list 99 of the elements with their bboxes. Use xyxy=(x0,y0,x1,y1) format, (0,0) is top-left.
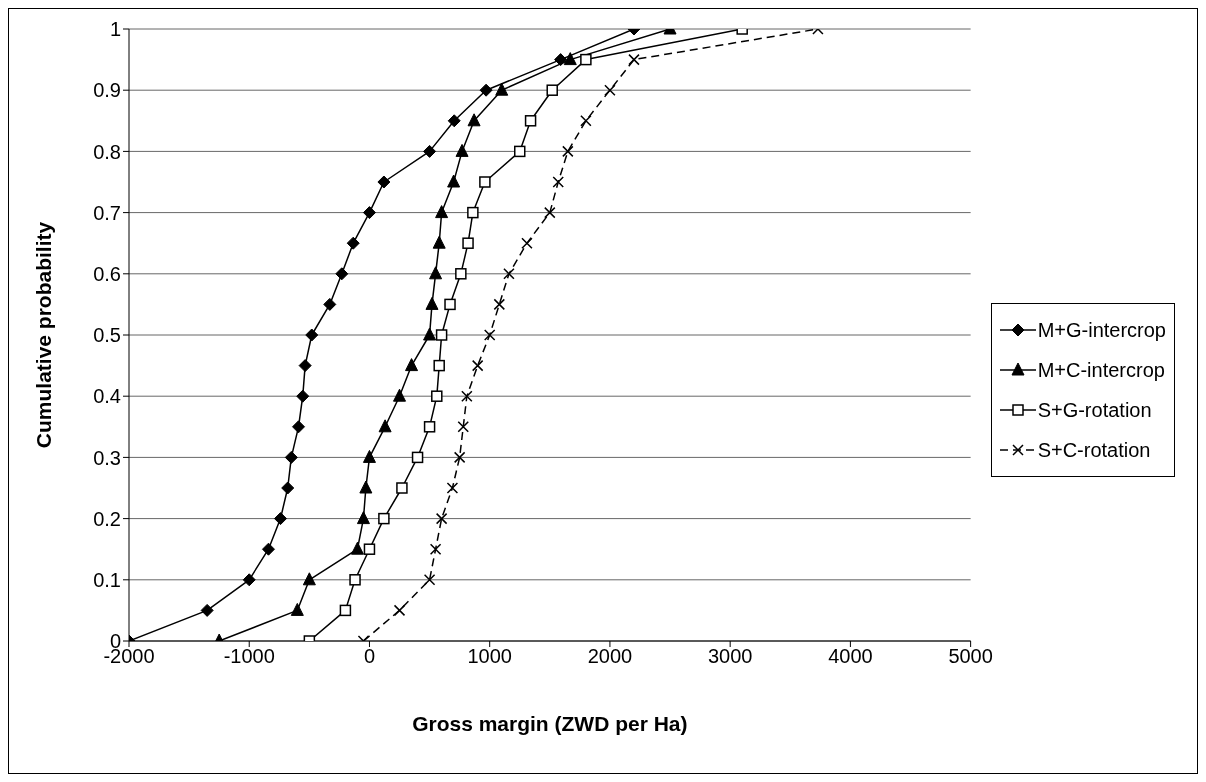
point xyxy=(563,52,577,66)
point xyxy=(544,206,556,219)
point xyxy=(462,237,474,249)
point xyxy=(363,543,376,555)
y-tick-label: 0.3 xyxy=(93,446,121,469)
y-tick-label: 0.4 xyxy=(93,385,121,408)
point xyxy=(483,329,496,341)
point xyxy=(290,602,304,616)
y-tick-label: 0.1 xyxy=(93,568,121,591)
x-tick-label: 2000 xyxy=(587,645,633,668)
point xyxy=(435,512,448,525)
point xyxy=(425,296,439,310)
x-tick-label: 4000 xyxy=(828,645,873,668)
y-tick-label: 0.5 xyxy=(93,324,121,347)
point xyxy=(323,297,337,311)
point xyxy=(423,327,437,341)
point xyxy=(447,174,461,188)
point xyxy=(471,359,484,372)
point xyxy=(461,390,473,402)
point xyxy=(546,84,558,96)
point xyxy=(479,83,493,97)
point xyxy=(435,329,448,341)
point xyxy=(242,573,256,587)
point xyxy=(524,115,537,127)
legend-label: S+G-rotation xyxy=(1037,398,1152,422)
point xyxy=(457,421,469,433)
point xyxy=(493,298,506,311)
point xyxy=(296,389,310,403)
y-tick-label: 1 xyxy=(109,18,121,41)
point xyxy=(628,53,640,66)
point xyxy=(346,236,360,250)
point xyxy=(284,450,298,464)
point xyxy=(349,574,361,586)
legend-label: M+C-intercrop xyxy=(1037,358,1165,382)
point xyxy=(378,419,392,433)
point xyxy=(261,542,275,556)
x-tick-label: 0 xyxy=(363,645,376,668)
legend-label: S+C-rotation xyxy=(1037,438,1151,462)
point xyxy=(362,206,376,220)
x-tick-label: 1000 xyxy=(467,645,512,668)
x-tick-label: 5000 xyxy=(948,645,993,668)
point xyxy=(455,143,469,157)
point xyxy=(393,388,407,402)
point xyxy=(423,144,437,158)
point xyxy=(411,451,424,464)
point xyxy=(378,512,390,525)
point xyxy=(467,206,479,219)
y-tick-label: 0.7 xyxy=(93,201,121,224)
point xyxy=(503,268,515,280)
y-tick-label: 0.2 xyxy=(93,507,121,530)
y-tick-label: 0.9 xyxy=(93,79,121,102)
point xyxy=(604,84,616,96)
point xyxy=(435,205,449,219)
point xyxy=(433,359,445,372)
point xyxy=(467,113,481,127)
point xyxy=(423,421,436,433)
point xyxy=(423,574,436,586)
y-tick-label: 0.8 xyxy=(93,140,121,163)
point xyxy=(335,267,349,281)
point xyxy=(429,266,443,280)
point xyxy=(393,604,406,617)
y-axis-title: Cumulative probability xyxy=(32,221,56,449)
point xyxy=(377,175,391,189)
point xyxy=(580,53,592,66)
point xyxy=(298,359,312,373)
point xyxy=(292,420,306,434)
point xyxy=(554,53,568,67)
point xyxy=(495,82,509,96)
point xyxy=(273,512,287,526)
point xyxy=(405,358,419,372)
x-tick-label: 3000 xyxy=(707,645,753,668)
point xyxy=(350,541,364,555)
x-tick-label: -1000 xyxy=(223,645,275,668)
point xyxy=(432,235,446,249)
point xyxy=(562,145,574,158)
point xyxy=(429,543,442,555)
point xyxy=(359,480,373,494)
point xyxy=(514,145,526,158)
point xyxy=(305,328,319,342)
point xyxy=(455,268,467,280)
y-tick-label: 0.6 xyxy=(93,262,121,285)
point xyxy=(479,176,491,188)
legend-label: M+G-intercrop xyxy=(1037,318,1166,342)
point xyxy=(580,115,592,127)
point xyxy=(302,572,316,586)
point xyxy=(431,390,443,402)
point xyxy=(339,604,352,617)
point xyxy=(200,603,214,617)
point xyxy=(446,482,459,494)
point xyxy=(396,482,408,494)
point xyxy=(356,511,370,525)
point xyxy=(362,449,376,463)
point xyxy=(453,451,466,464)
point xyxy=(521,237,533,249)
x-axis-title: Gross margin (ZWD per Ha) xyxy=(412,712,688,735)
point xyxy=(447,114,461,128)
point xyxy=(444,298,456,311)
point xyxy=(281,481,295,495)
point xyxy=(552,176,564,188)
